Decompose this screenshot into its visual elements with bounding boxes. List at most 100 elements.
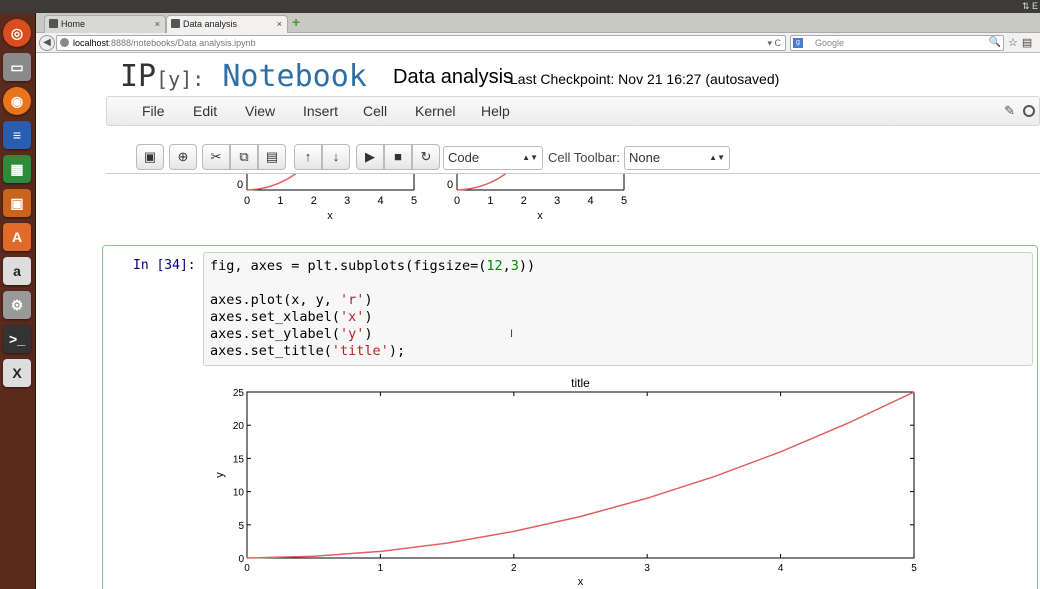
cell-toolbar-select[interactable]: None ▲▼ [624, 146, 730, 170]
menu-view[interactable]: View [245, 103, 276, 119]
notebook-title[interactable]: Data analysis [393, 66, 514, 88]
ipython-logo[interactable]: IP[y]: Notebook [120, 59, 367, 94]
cut-icon[interactable]: ✂ [202, 144, 230, 170]
close-tab-icon[interactable]: × [154, 19, 160, 29]
x-tick-label: 4 [778, 563, 784, 574]
data-point [379, 550, 381, 552]
bookmark-star-icon[interactable]: ☆ [1008, 37, 1022, 49]
insert-cell-icon[interactable]: ⊕ [169, 144, 197, 170]
cell-type-value: Code [448, 150, 480, 165]
paste-icon[interactable]: ▤ [258, 144, 286, 170]
prev-xtick-label: 0 [454, 195, 460, 207]
y-axis-label: y [214, 472, 226, 478]
input-prompt: In [34]: [133, 258, 196, 273]
save-icon[interactable]: ▣ [136, 144, 164, 170]
prev-xtick-label: 2 [521, 195, 527, 207]
site-identity-icon[interactable] [60, 38, 69, 47]
dropdown-arrow-icon: ▲▼ [709, 153, 725, 162]
impress-icon[interactable]: ▣ [3, 189, 31, 217]
checkpoint-status: Last Checkpoint: Nov 21 16:27 (autosaved… [510, 71, 780, 87]
code-token: axes.set_xlabel( [210, 309, 341, 325]
chart-title: title [571, 376, 590, 390]
prev-xtick-label: 5 [621, 195, 627, 207]
data-point [579, 515, 582, 518]
edit-pencil-icon[interactable]: ✎ [1004, 103, 1015, 118]
close-tab-icon[interactable]: × [276, 19, 282, 29]
back-button[interactable]: ◀ [39, 35, 55, 51]
menu-insert[interactable]: Insert [303, 103, 339, 119]
nav-toolbar-icons: ☆▤ [1008, 36, 1036, 49]
tab-label: Data analysis [183, 19, 238, 29]
software-center-icon[interactable]: A [3, 223, 31, 251]
ubuntu-dash-icon[interactable]: ◎ [3, 19, 31, 47]
tab-label: Home [61, 19, 86, 29]
system-top-bar: ⇅ E [0, 0, 1040, 13]
navigation-bar: ◀ localhost:8888/notebooks/Data analysis… [36, 33, 1040, 53]
code-token: 'r' [340, 292, 365, 308]
menu-file[interactable]: File [142, 103, 165, 119]
menu-cell[interactable]: Cell [363, 103, 388, 119]
search-bar[interactable]: g Google 🔍 [790, 35, 1004, 51]
logo-notebook: Notebook [222, 59, 367, 94]
prev-xtick-label: 4 [588, 195, 594, 207]
app-x-icon[interactable]: X [3, 359, 31, 387]
tab-home[interactable]: Home × [44, 15, 166, 33]
code-token: 'x' [340, 309, 365, 325]
reload-icon[interactable]: ▾ C [767, 38, 781, 48]
data-point [313, 555, 315, 557]
code-token: axes.plot(x, y, [210, 292, 341, 308]
cell-type-select[interactable]: Code ▲▼ [443, 146, 543, 170]
terminal-icon[interactable]: >_ [3, 325, 31, 353]
data-point [846, 422, 848, 425]
stop-icon[interactable]: ■ [384, 144, 412, 170]
x-tick-label: 0 [244, 563, 250, 574]
notebook-page: IP[y]: Notebook Data analysis Last Check… [36, 54, 1040, 589]
logo-ip: IP [120, 59, 157, 94]
copy-icon[interactable]: ⧉ [230, 144, 258, 170]
menu-kernel[interactable]: Kernel [415, 103, 456, 119]
url-bar[interactable]: localhost:8888/notebooks/Data analysis.i… [56, 35, 786, 51]
x-tick-label: 2 [511, 563, 517, 574]
previous-plot-2 [456, 174, 625, 191]
bookmarks-menu-icon[interactable]: ▤ [1021, 37, 1037, 49]
code-token: ) [364, 309, 373, 325]
settings-icon[interactable]: ⚙ [3, 291, 31, 319]
move-up-icon[interactable]: ↑ [294, 144, 322, 170]
code-token: ); [388, 343, 406, 359]
menu-edit[interactable]: Edit [193, 103, 218, 119]
url-path: :8888/notebooks/Data analysis.ipynb [108, 38, 256, 48]
firefox-icon[interactable]: ◉ [3, 87, 31, 115]
restart-icon[interactable]: ↻ [412, 144, 440, 170]
amazon-icon[interactable]: a [3, 257, 31, 285]
calc-icon[interactable]: ▦ [3, 155, 31, 183]
firefox-window: Home × Data analysis × + ◀ localhost:888… [36, 13, 1040, 589]
new-tab-button[interactable]: + [292, 14, 301, 30]
data-point [713, 476, 715, 478]
toolbar: ▣ ⊕ ✂ ⧉ ▤ ↑ ↓ ▶ ■ ↻ Code ▲▼ Cell Toolbar:… [106, 126, 1040, 174]
google-icon[interactable]: g [793, 38, 803, 48]
prev-xtick-label: 5 [411, 195, 417, 207]
run-icon[interactable]: ▶ [356, 144, 384, 170]
output-chart: title 0 1 2 3 4 5 0 5 10 15 20 25 x y [214, 376, 917, 588]
data-point [246, 557, 248, 559]
tab-data-analysis[interactable]: Data analysis × [166, 15, 288, 33]
move-down-icon[interactable]: ↓ [322, 144, 350, 170]
code-input-area[interactable]: fig, axes = plt.subplots(figsize=(12,3))… [203, 252, 1033, 366]
system-indicator[interactable]: ⇅ E [1021, 1, 1038, 11]
code-cell[interactable]: In [34]: fig, axes = plt.subplots(figsiz… [102, 245, 1038, 589]
code-text[interactable]: fig, axes = plt.subplots(figsize=(12,3))… [210, 258, 535, 360]
files-icon[interactable]: ▭ [3, 53, 31, 81]
prev-xtick-label: 0 [244, 195, 250, 207]
code-line: fig, axes = plt.subplots(figsize=(12,3)) [210, 258, 535, 275]
search-icon[interactable]: 🔍 [988, 37, 1001, 48]
menu-help[interactable]: Help [481, 103, 510, 119]
y-tick-label: 0 [238, 554, 244, 565]
code-token: )) [518, 258, 536, 274]
data-point [780, 451, 782, 453]
writer-icon[interactable]: ≡ [3, 121, 31, 149]
x-tick-label: 5 [911, 563, 917, 574]
dropdown-arrow-icon: ▲▼ [522, 153, 538, 162]
code-token: 12 [486, 258, 503, 274]
prev-ytick-label: 0 [447, 179, 453, 191]
